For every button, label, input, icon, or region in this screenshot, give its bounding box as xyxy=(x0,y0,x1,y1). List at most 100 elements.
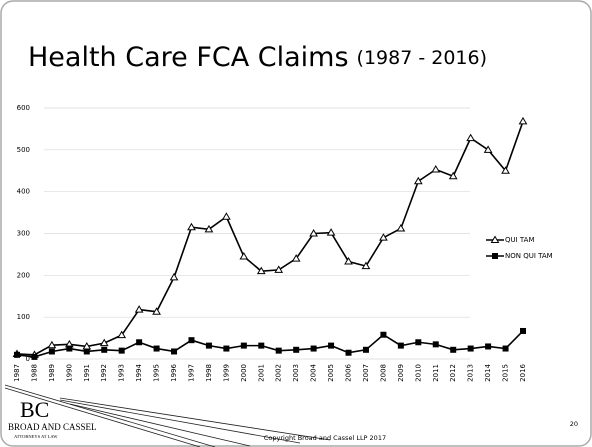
x-tick-label: 2013 xyxy=(467,364,475,382)
x-tick-label: 1989 xyxy=(48,364,56,382)
x-tick-label: 1988 xyxy=(30,364,38,382)
point xyxy=(431,165,441,173)
y-tick-label: 0 xyxy=(26,355,30,363)
point xyxy=(485,343,492,350)
point xyxy=(501,166,510,174)
legend-label: NON QUI TAM xyxy=(505,252,553,260)
x-tick-label: 1992 xyxy=(100,364,108,382)
y-tick-label: 300 xyxy=(17,230,30,238)
x-tick-label: 2005 xyxy=(327,364,335,382)
y-tick-label: 600 xyxy=(17,104,30,112)
point xyxy=(520,327,526,334)
logo-tagline: ATTORNEYS AT LAW xyxy=(14,434,58,439)
x-tick-label: 2010 xyxy=(414,364,422,382)
point xyxy=(380,331,387,338)
point xyxy=(483,145,493,153)
point xyxy=(344,257,353,265)
x-tick-label: 2003 xyxy=(292,364,300,382)
subtitle-text: (1987 - 2016) xyxy=(357,47,487,69)
x-tick-label: 2009 xyxy=(397,364,405,382)
point xyxy=(48,348,55,355)
swoosh xyxy=(4,384,331,447)
x-tick-label: 1991 xyxy=(83,364,91,382)
point xyxy=(518,116,528,125)
x-tick-label: 1998 xyxy=(205,364,213,382)
x-tick-label: 2014 xyxy=(484,363,492,381)
x-tick-label: 2006 xyxy=(345,363,353,381)
point xyxy=(205,342,212,349)
x-tick-label: 1997 xyxy=(187,364,195,382)
point xyxy=(66,345,73,352)
x-tick-label: 1995 xyxy=(153,364,161,382)
legend-marker xyxy=(492,253,498,259)
point xyxy=(466,133,476,142)
x-tick-label: 1994 xyxy=(135,363,143,381)
point xyxy=(99,338,109,347)
point xyxy=(14,351,20,358)
point xyxy=(223,345,230,352)
page-number: 20 xyxy=(570,420,578,428)
point xyxy=(309,229,318,237)
y-tick-label: 100 xyxy=(17,313,30,321)
point xyxy=(240,342,247,349)
point xyxy=(326,228,336,236)
x-tick-label: 1987 xyxy=(13,364,21,382)
point xyxy=(222,212,231,220)
point xyxy=(502,345,509,352)
point xyxy=(204,224,214,233)
point xyxy=(256,266,266,275)
point xyxy=(379,233,388,241)
point xyxy=(450,346,457,353)
point xyxy=(258,342,265,349)
x-tick-label: 2008 xyxy=(379,364,387,382)
legend-label: QUI TAM xyxy=(505,236,534,244)
point xyxy=(117,330,127,339)
logo-name: BROAD AND CASSEL xyxy=(8,422,97,432)
x-tick-label: 2004 xyxy=(310,363,318,381)
point xyxy=(118,347,125,354)
point xyxy=(361,261,371,270)
point xyxy=(134,305,144,313)
point xyxy=(31,353,38,360)
point xyxy=(415,339,422,346)
point xyxy=(397,342,404,349)
chart-title: Health Care FCA Claims (1987 - 2016) xyxy=(28,42,487,73)
x-tick-label: 2011 xyxy=(432,364,440,382)
point xyxy=(413,176,423,185)
y-tick-label: 500 xyxy=(17,146,30,154)
point xyxy=(310,345,317,352)
point xyxy=(169,272,179,281)
point xyxy=(47,340,57,349)
point xyxy=(293,346,300,353)
x-tick-label: 2001 xyxy=(257,364,265,382)
x-tick-label: 2016 xyxy=(519,363,527,381)
point xyxy=(83,348,90,355)
point xyxy=(101,346,108,353)
title-text: Health Care FCA Claims xyxy=(28,42,349,73)
point xyxy=(187,222,196,231)
point xyxy=(362,346,369,353)
x-tick-label: 2002 xyxy=(275,364,283,382)
point xyxy=(467,345,474,352)
point xyxy=(153,345,160,352)
x-tick-label: 1993 xyxy=(118,364,126,382)
point xyxy=(328,342,335,349)
copyright: Copyright Broad and Cassel LLP 2017 xyxy=(264,434,386,442)
y-tick-label: 400 xyxy=(17,188,30,196)
x-tick-label: 2015 xyxy=(502,364,510,382)
x-tick-label: 1990 xyxy=(65,364,73,382)
point xyxy=(345,349,352,356)
point xyxy=(188,337,195,344)
point xyxy=(136,339,143,346)
legend-marker xyxy=(490,235,500,243)
point xyxy=(171,348,178,355)
point xyxy=(274,265,284,273)
x-tick-label: 2000 xyxy=(240,364,248,382)
x-tick-label: 1996 xyxy=(170,363,178,381)
point xyxy=(239,252,249,260)
point xyxy=(152,307,161,315)
point xyxy=(448,171,458,180)
point xyxy=(291,254,301,262)
